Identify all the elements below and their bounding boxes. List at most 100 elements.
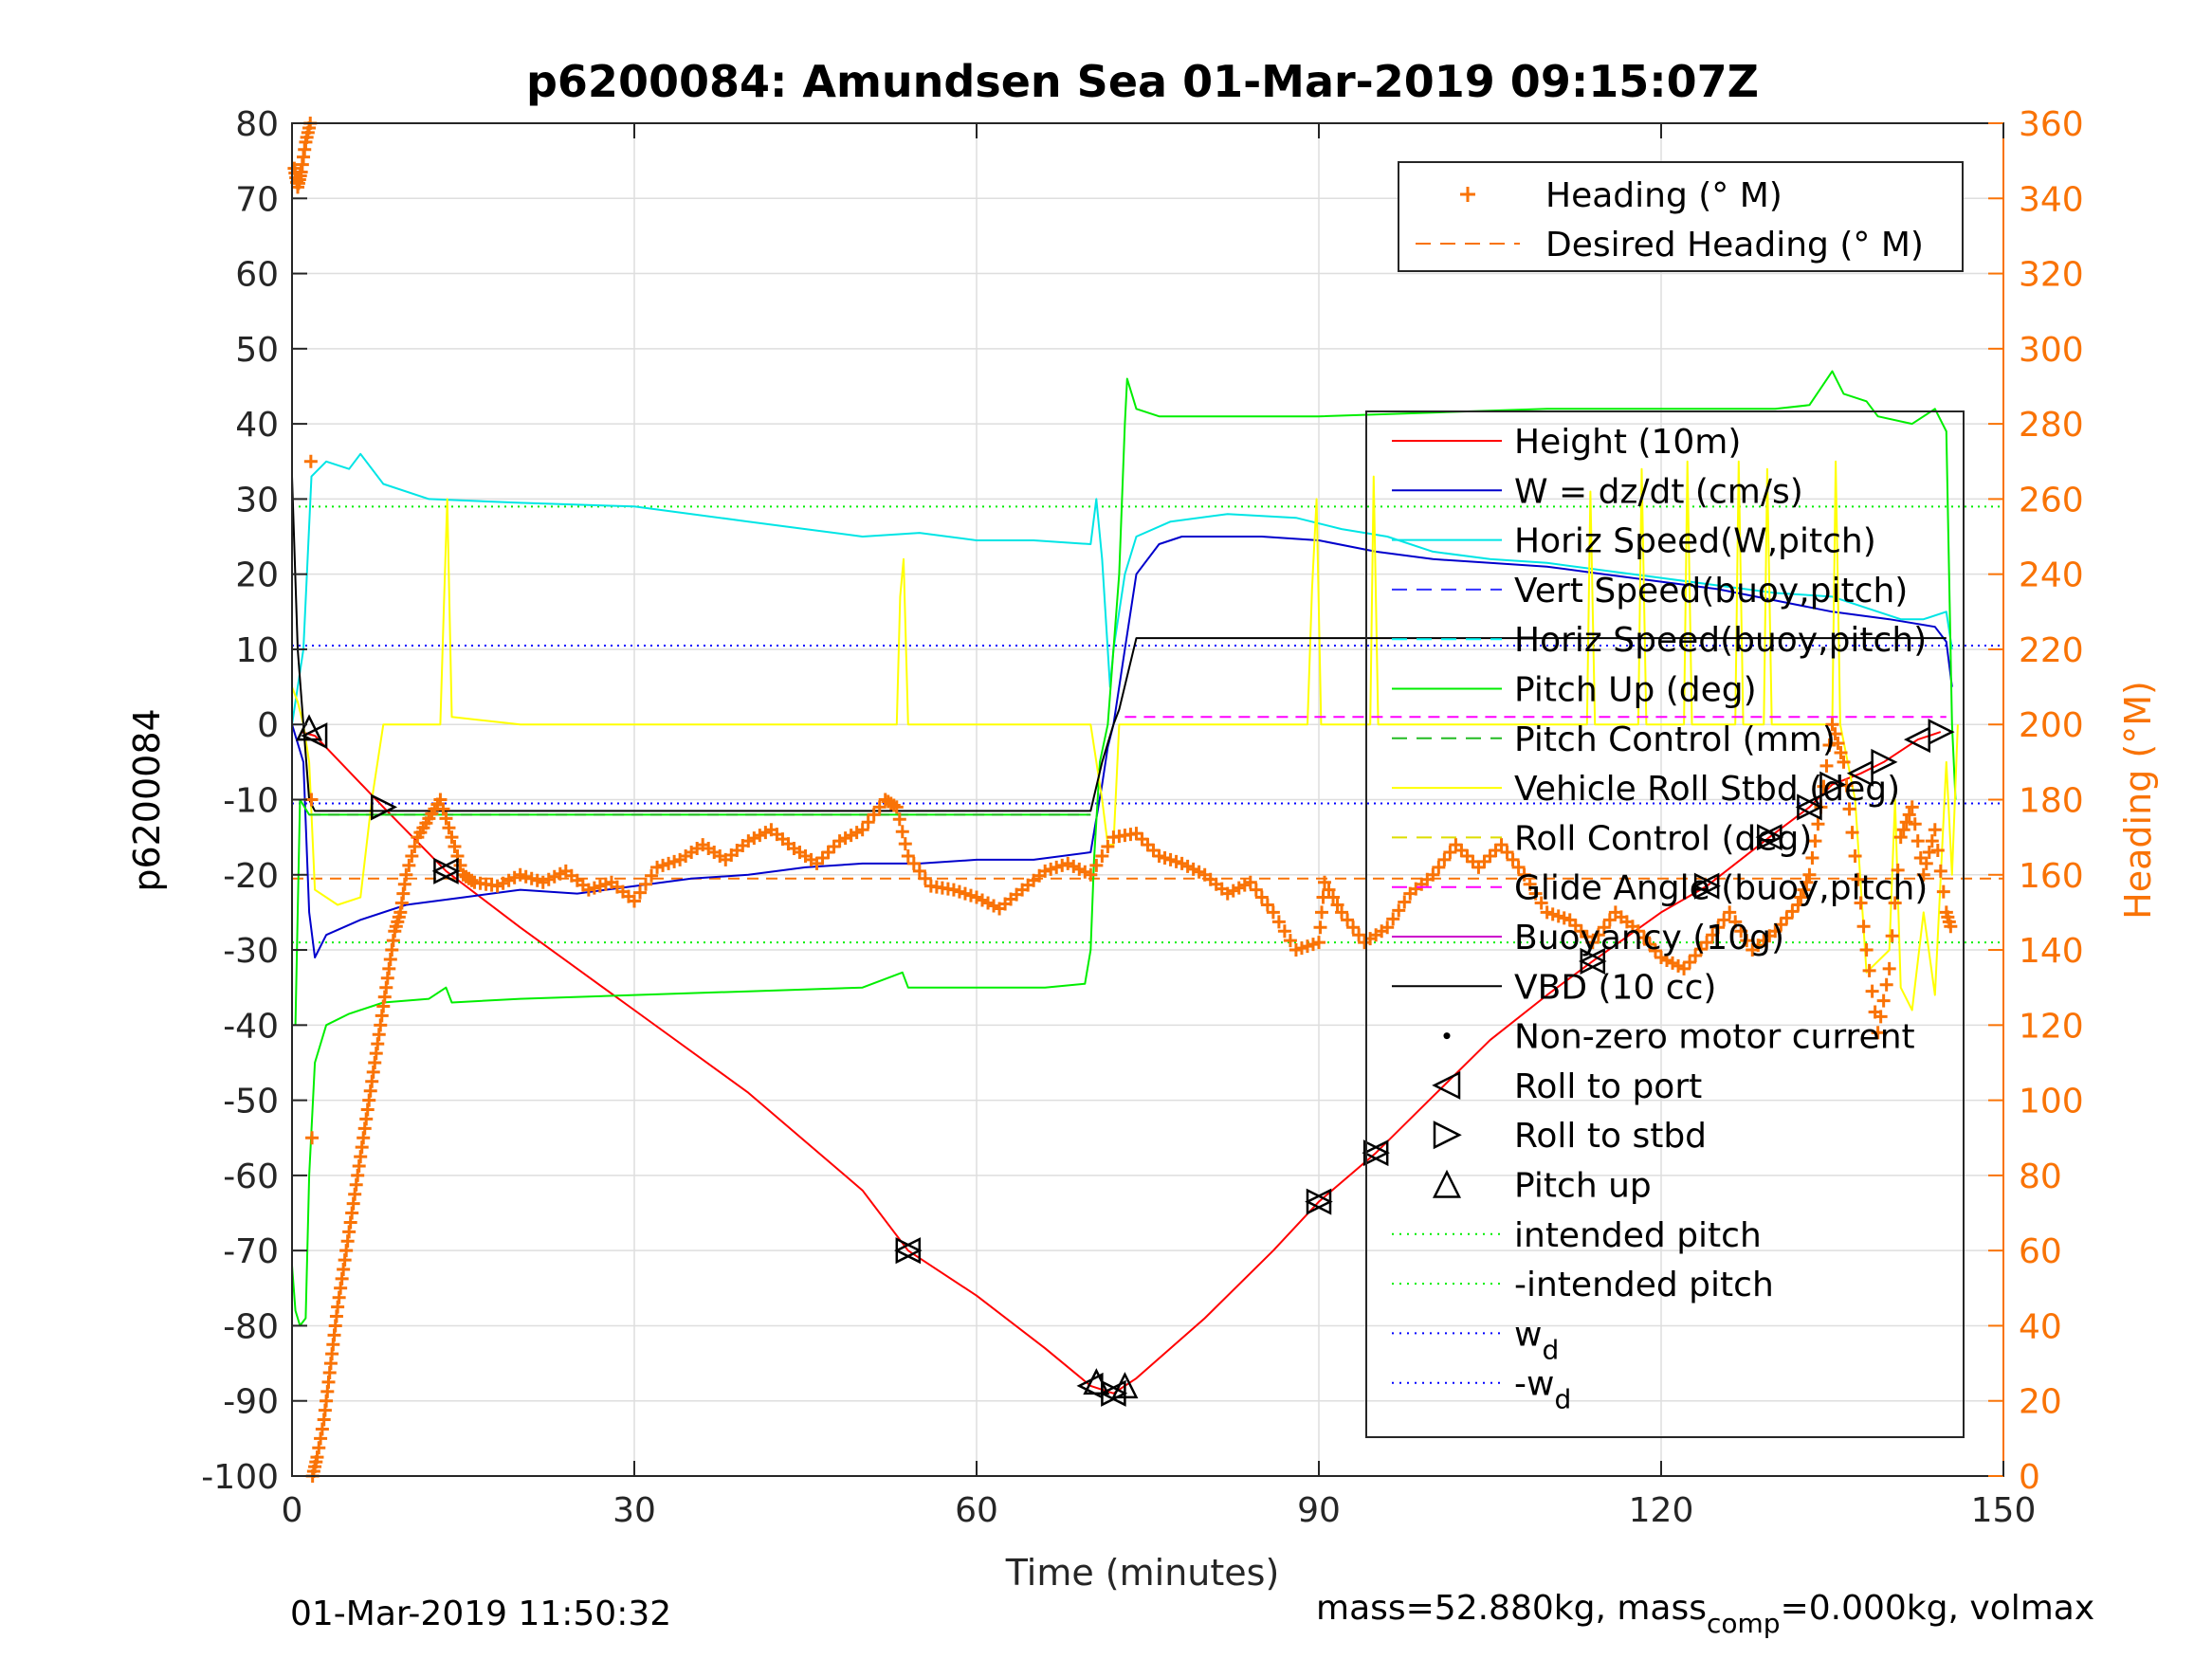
- heading-point: [1862, 963, 1876, 977]
- legend-label-text: -w: [1514, 1365, 1554, 1404]
- y-right-tick-label: 280: [2019, 406, 2084, 445]
- main-legend-label: Roll to port: [1514, 1067, 1702, 1106]
- heading-point: [386, 934, 400, 948]
- y-tick-label: 40: [235, 406, 279, 445]
- chart-title: p6200084: Amundsen Sea 01-Mar-2019 09:15…: [526, 56, 1759, 107]
- y-right-tick-label: 180: [2019, 782, 2084, 821]
- heading-point: [453, 858, 467, 872]
- heading-point: [887, 798, 901, 812]
- data-series: [291, 370, 1959, 1395]
- heading-point: [433, 793, 448, 807]
- heading-point: [1511, 860, 1526, 874]
- heading-point: [1426, 867, 1440, 882]
- heading-point: [331, 1300, 345, 1314]
- y-right-tick-label: 20: [2019, 1383, 2062, 1422]
- heading-point: [1791, 898, 1805, 912]
- heading-point: [1871, 1026, 1885, 1040]
- legend-label-text: Non-zero motor current: [1514, 1018, 1915, 1057]
- right-axis-label: Heading (°M): [2117, 681, 2159, 920]
- y-right-tick-label: 160: [2019, 857, 2084, 896]
- heading-point: [436, 802, 450, 816]
- heading-point: [1523, 877, 1537, 891]
- roll-to-stbd-marker: [1306, 1188, 1333, 1215]
- heading-point: [1845, 826, 1859, 840]
- heading-point: [1494, 838, 1508, 852]
- y-right-tick-label: 300: [2019, 331, 2084, 370]
- y-right-tick-label: 100: [2019, 1083, 2084, 1121]
- legend-label-text: Roll to stbd: [1514, 1117, 1707, 1156]
- right-axis: 3603403203002802602402202001801601401201…: [1988, 105, 2084, 1497]
- legend-triangle-glyph: [1432, 1070, 1461, 1100]
- roll-to-stbd-marker: [895, 1237, 923, 1265]
- heading-point: [1313, 921, 1327, 935]
- heading-point: [1797, 883, 1811, 897]
- heading-point: [1089, 858, 1104, 872]
- heading-point: [1249, 883, 1263, 897]
- heading-point: [383, 952, 397, 966]
- roll-to-stbd-marker: [1797, 793, 1824, 821]
- heading-point: [633, 885, 648, 900]
- heading-point: [1243, 875, 1257, 889]
- main-legend-label: wd: [1514, 1315, 1559, 1365]
- heading-point: [1095, 848, 1109, 863]
- heading-point: [1380, 921, 1395, 935]
- heading-point: [303, 454, 318, 468]
- x-tick-label: 0: [282, 1491, 303, 1530]
- heading-point: [1874, 1010, 1888, 1024]
- y-tick-label: -100: [201, 1458, 279, 1497]
- heading-point: [315, 1422, 329, 1436]
- heading-point: [340, 1234, 355, 1249]
- heading-point: [1922, 845, 1936, 859]
- heading-point: [1876, 994, 1891, 1008]
- heading-point: [1506, 852, 1520, 866]
- heading-point: [351, 1168, 365, 1182]
- y-tick-label: 80: [235, 105, 279, 144]
- pitch-up-marker: [1111, 1372, 1139, 1399]
- heading-point: [1925, 834, 1939, 848]
- heading-point: [1891, 863, 1905, 877]
- left-axis-label: p6200084: [126, 708, 168, 891]
- legend-label-text: Roll to port: [1514, 1067, 1702, 1106]
- roll-to-stbd-marker: [1757, 824, 1784, 851]
- heading-point: [1330, 898, 1344, 912]
- heading-point: [1084, 867, 1098, 882]
- x-tick-label: 90: [1297, 1491, 1341, 1530]
- y-tick-label: 20: [235, 556, 279, 595]
- main-legend: Height (10m) W = dz/dt (cm/s) Horiz Speed(…: [1365, 410, 1965, 1438]
- heading-point: [1905, 800, 1919, 814]
- heading-legend-box: [1398, 161, 1964, 272]
- main-legend-label: W = dz/dt (cm/s): [1514, 472, 1803, 511]
- roll-to-stbd-marker: [1362, 1139, 1390, 1167]
- y-right-tick-label: 220: [2019, 631, 2084, 670]
- series-line: [294, 798, 1091, 1026]
- series-line: [291, 460, 1959, 1012]
- legend-label-text: Vehicle Roll Stbd (deg): [1514, 770, 1900, 809]
- heading-point: [1859, 943, 1874, 957]
- heading-point: [898, 837, 912, 851]
- heading-point: [1944, 920, 1958, 934]
- heading-point: [352, 1158, 366, 1173]
- main-legend-label: -intended pitch: [1514, 1266, 1774, 1304]
- heading-point: [366, 1065, 380, 1079]
- main-legend-label: Roll to stbd: [1514, 1117, 1707, 1156]
- heading-point: [1711, 921, 1726, 935]
- heading-point: [354, 1150, 368, 1164]
- heading-point: [1885, 929, 1899, 943]
- heading-point: [380, 971, 394, 985]
- legend-label-text: w: [1514, 1315, 1542, 1354]
- heading-point: [1254, 890, 1269, 904]
- x-tick-label: 60: [955, 1491, 998, 1530]
- heading-point: [1597, 921, 1611, 935]
- heading-point: [405, 848, 419, 863]
- y-right-tick-label: 260: [2019, 481, 2084, 520]
- heading-point: [889, 800, 904, 814]
- heading-point: [1854, 896, 1868, 910]
- heading-point: [1717, 913, 1731, 927]
- heading-point: [349, 1177, 363, 1192]
- heading-point: [1908, 817, 1922, 831]
- heading-point: [1882, 961, 1896, 975]
- heading-point: [1528, 886, 1543, 901]
- heading-point: [375, 1009, 389, 1023]
- legend-label-text: Horiz Speed(W,pitch): [1514, 522, 1876, 561]
- footer-mass-sub: comp: [1707, 1608, 1781, 1639]
